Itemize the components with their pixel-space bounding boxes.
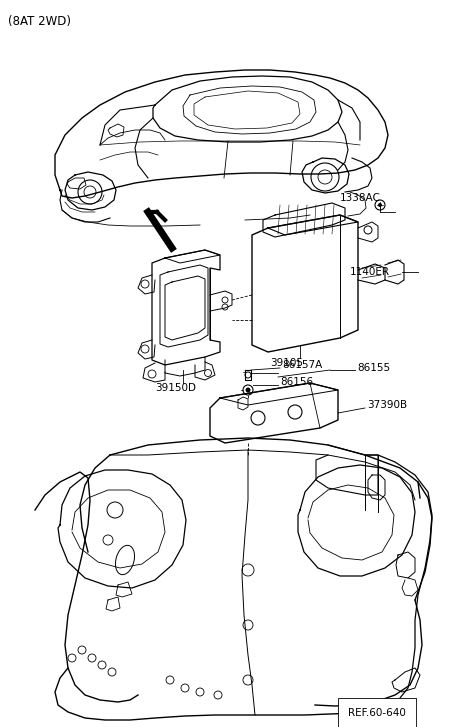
Text: (8AT 2WD): (8AT 2WD) [8,15,71,28]
Text: 86157A: 86157A [282,360,322,370]
Text: 86156: 86156 [280,377,313,387]
Text: 86155: 86155 [357,363,390,373]
Text: 37390B: 37390B [367,400,407,410]
Text: 1140ER: 1140ER [350,267,390,277]
Circle shape [378,203,382,207]
Text: 39105: 39105 [270,358,303,368]
Text: REF.60-640: REF.60-640 [348,708,406,718]
Text: 1338AC: 1338AC [340,193,381,203]
Circle shape [246,387,250,393]
Text: 39150D: 39150D [155,383,196,393]
